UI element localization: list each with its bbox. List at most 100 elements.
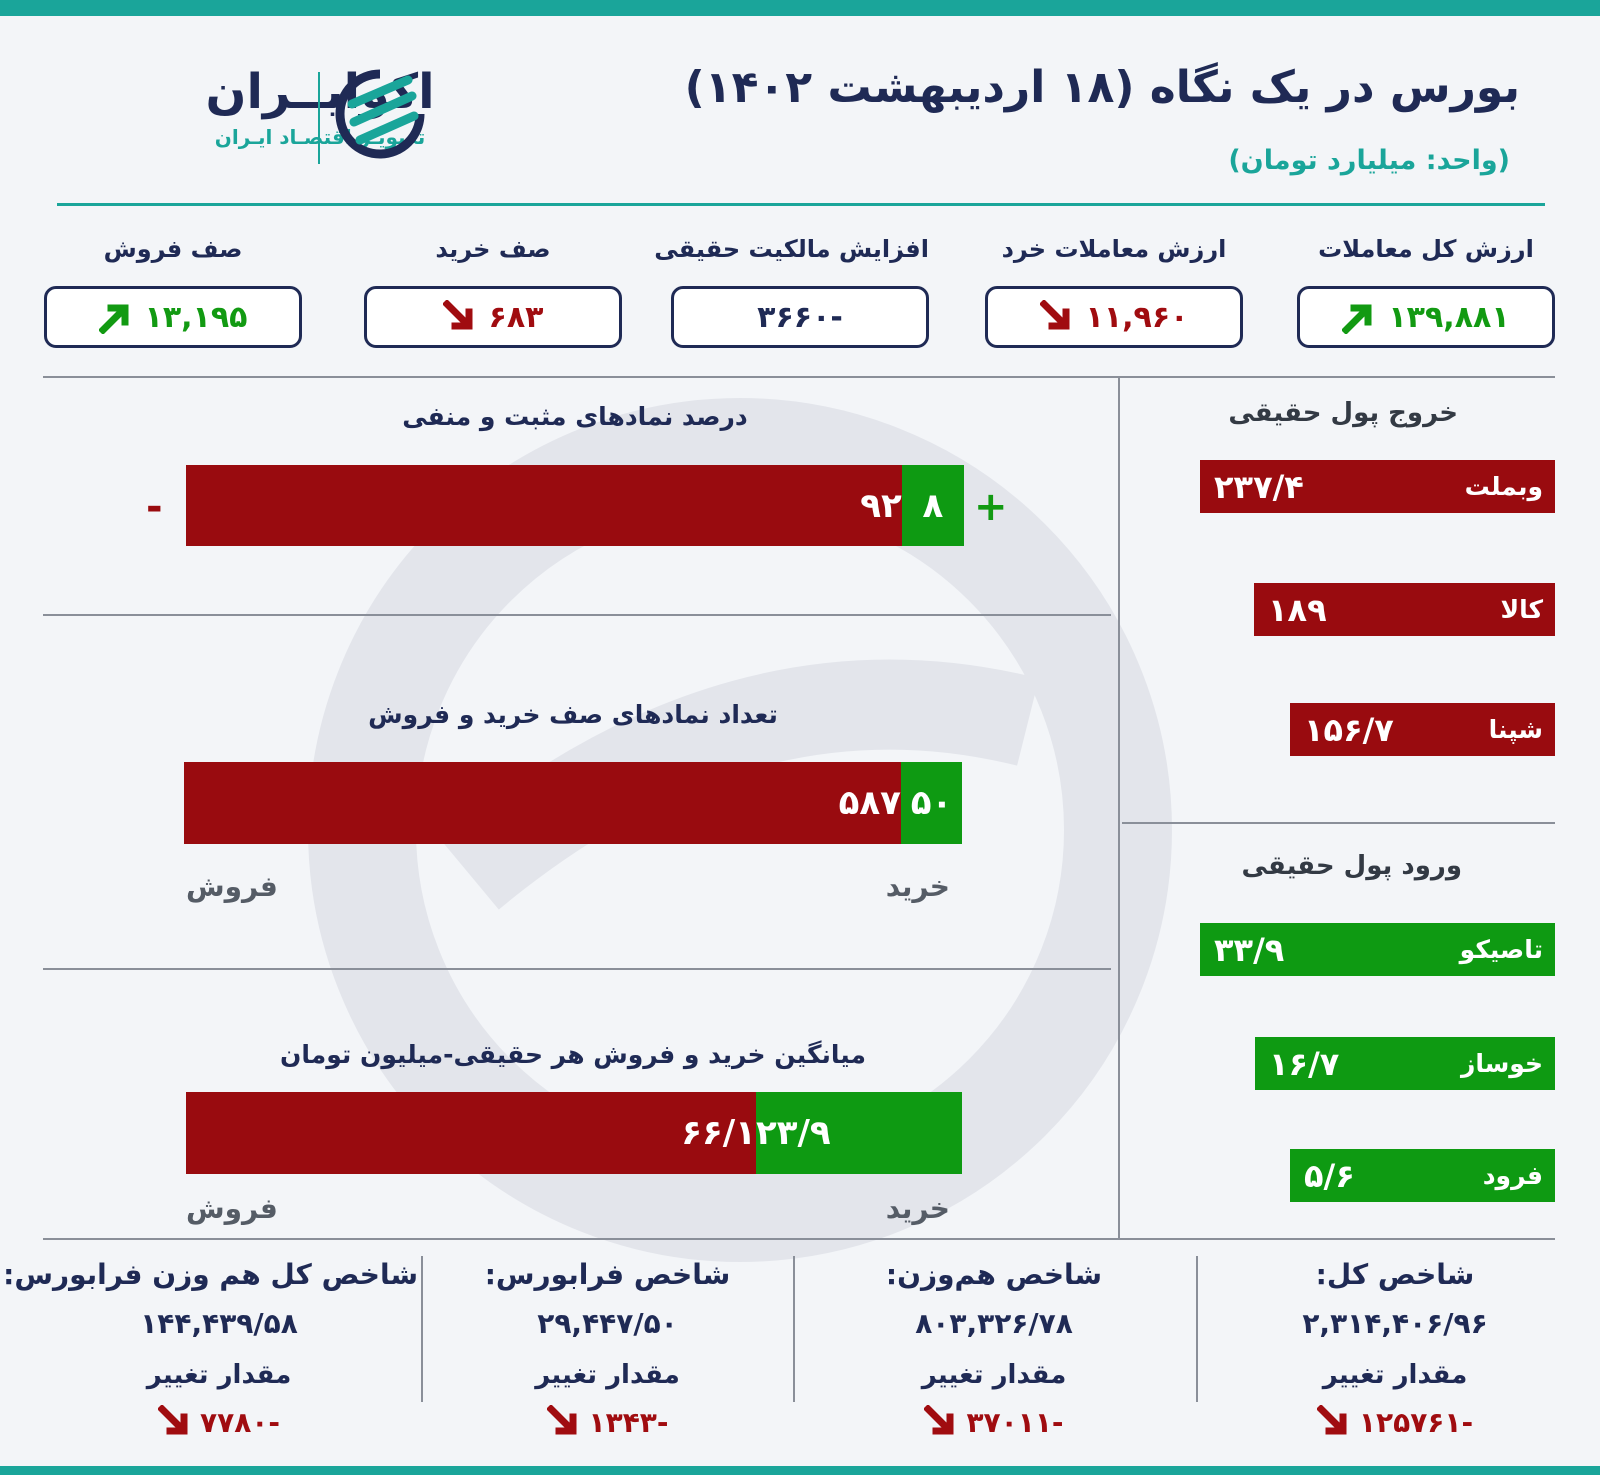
kpi-value: -۳۶۶۰: [757, 299, 843, 335]
bottom-accent-bar: [0, 1466, 1600, 1475]
inflow-title: ورود پول حقیقی: [1241, 851, 1462, 881]
index-value: ۱۴۴,۴۳۹/۵۸: [140, 1307, 298, 1340]
logo-icon: [335, 69, 425, 159]
kpi-value: ۱۳۹,۸۸۱: [1388, 299, 1510, 335]
index-farabourse-equal-weight: شاخص کل هم وزن فرابورس: ۱۴۴,۴۳۹/۵۸ مقدار…: [3, 1255, 418, 1439]
index-total: شاخص کل: ۲,۳۱۴,۴۰۶/۹۶ مقدار تغییر -۱۲۵۷۶…: [1200, 1255, 1590, 1439]
grid-line: [43, 968, 1111, 970]
index-change-value: -۷۷۸۰: [200, 1405, 280, 1439]
axis-label-sell: فروش: [186, 870, 278, 903]
grid-line: [1122, 822, 1555, 824]
index-change-label: مقدار تغییر: [1322, 1360, 1468, 1390]
chart-title: درصد نمادهای مثبت و منفی: [402, 402, 748, 431]
index-change-value: -۱۳۴۳: [588, 1405, 669, 1439]
queues-bar: ۵۰ ۵۸۷: [184, 762, 962, 844]
symbol-name: فرود: [1482, 1161, 1543, 1190]
symbol-name: وبملت: [1464, 472, 1543, 501]
bar-positive: ۸: [901, 465, 964, 546]
index-value: ۲۹,۴۴۷/۵۰: [537, 1307, 678, 1340]
inflow-bar: خوساز ۱۶/۷: [1255, 1037, 1555, 1090]
index-farabourse: شاخص فرابورس: ۲۹,۴۴۷/۵۰ مقدار تغییر -۱۳۴…: [425, 1255, 790, 1439]
flow-value: ۱۸۹: [1268, 590, 1327, 629]
arrow-down-icon: [442, 300, 473, 330]
avg-trade-bar: ۲۳/۹ ۶۶/۱: [186, 1092, 962, 1174]
axis-label-sell: فروش: [186, 1192, 278, 1225]
index-name: شاخص هم‌وزن:: [885, 1258, 1103, 1291]
kpi-label: ارزش معاملات خرد: [1001, 235, 1227, 263]
index-change-value: -۳۷۰۱۱: [966, 1405, 1064, 1439]
flow-value: ۱۶/۷: [1269, 1044, 1340, 1083]
kpi-value: ۱۱,۹۶۰: [1085, 299, 1189, 335]
kpi-value: ۱۳,۱۹۵: [144, 299, 248, 335]
index-change-label: مقدار تغییر: [921, 1360, 1067, 1390]
kpi-box: ۱۳,۱۹۵: [44, 286, 302, 348]
flow-value: ۵/۶: [1304, 1156, 1355, 1195]
symbol-name: کالا: [1500, 595, 1543, 624]
header-separator: [57, 203, 1545, 206]
chart-title: تعداد نمادهای صف خرید و فروش: [368, 700, 778, 729]
arrow-up-icon: [98, 304, 129, 334]
flow-value: ۲۳۷/۴: [1214, 467, 1304, 506]
arrow-down-icon: [546, 1405, 577, 1435]
bar-buy-queue: ۵۰: [900, 762, 962, 844]
logo-name: اکوایــران: [205, 64, 435, 120]
positive-negative-bar: ۸ ۹۲: [186, 465, 964, 546]
kpi-individual-ownership: افزایش مالکیت حقیقی -۳۶۶۰: [654, 235, 929, 348]
outflow-bar: کالا ۱۸۹: [1254, 583, 1555, 636]
index-name: شاخص کل:: [1315, 1258, 1475, 1291]
bar-avg-sell: ۶۶/۱: [186, 1092, 756, 1174]
bar-avg-buy: ۲۳/۹: [755, 1092, 962, 1174]
index-change-label: مقدار تغییر: [535, 1360, 680, 1390]
kpi-box: ۱۳۹,۸۸۱: [1297, 286, 1555, 348]
chart-title: میانگین خرید و فروش هر حقیقی-میلیون توما…: [280, 1040, 866, 1069]
index-change: -۷۷۸۰: [20, 1405, 418, 1439]
index-change-value: -۱۲۵۷۶۱: [1358, 1405, 1474, 1439]
grid-line: [43, 614, 1111, 616]
arrow-down-icon: [1039, 300, 1070, 330]
brand-logo: اکوایــران تصویـر اقتصـاد ایـران: [90, 62, 435, 172]
outflow-bar: وبملت ۲۳۷/۴: [1200, 460, 1555, 513]
arrow-up-icon: [1342, 304, 1372, 334]
kpi-value: ۶۸۳: [488, 299, 544, 335]
index-change: -۱۳۴۳: [425, 1405, 790, 1439]
grid-line: [43, 376, 1555, 378]
symbol-name: تاصیکو: [1459, 935, 1543, 964]
inflow-bar: تاصیکو ۳۳/۹: [1200, 923, 1555, 976]
flow-value: ۱۵۶/۷: [1304, 710, 1394, 749]
index-change-label: مقدار تغییر: [146, 1360, 292, 1390]
flow-value: ۳۳/۹: [1214, 930, 1285, 969]
plus-sign: +: [974, 484, 1008, 530]
index-change: -۱۲۵۷۶۱: [1200, 1405, 1590, 1439]
kpi-sell-queue: صف فروش ۱۳,۱۹۵: [44, 235, 302, 348]
arrow-down-icon: [1316, 1405, 1347, 1435]
index-equal-weight: شاخص هم‌وزن: ۸۰۳,۳۲۶/۷۸ مقدار تغییر -۳۷۰…: [798, 1255, 1190, 1439]
symbol-name: شپنا: [1488, 715, 1543, 744]
arrow-down-icon: [924, 1405, 954, 1435]
kpi-label: افزایش مالکیت حقیقی: [654, 235, 929, 263]
kpi-box: ۶۸۳: [364, 286, 622, 348]
kpi-box: ۱۱,۹۶۰: [985, 286, 1243, 348]
outflow-bar: شپنا ۱۵۶/۷: [1290, 703, 1555, 756]
bar-negative: ۹۲: [186, 465, 902, 546]
grid-divider: [1118, 376, 1120, 1240]
index-name: شاخص فرابورس:: [484, 1258, 731, 1291]
index-change: -۳۷۰۱۱: [798, 1405, 1190, 1439]
arrow-down-icon: [158, 1405, 188, 1435]
bar-sell-queue: ۵۸۷: [184, 762, 901, 844]
minus-sign: -: [146, 484, 163, 530]
kpi-label: صف فروش: [103, 235, 243, 263]
logo-divider: [318, 72, 320, 164]
kpi-total-value: ارزش کل معاملات ۱۳۹,۸۸۱: [1297, 235, 1555, 348]
logo-text: اکوایــران تصویـر اقتصـاد ایـران: [205, 62, 435, 152]
index-divider: [793, 1256, 795, 1402]
kpi-retail-value: ارزش معاملات خرد ۱۱,۹۶۰: [985, 235, 1243, 348]
index-divider: [421, 1256, 423, 1402]
page-title: بورس در یک نگاه (۱۸ اردیبهشت ۱۴۰۲): [684, 62, 1520, 113]
kpi-label: ارزش کل معاملات: [1318, 235, 1534, 263]
kpi-box: -۳۶۶۰: [671, 286, 929, 348]
outflow-title: خروج پول حقیقی: [1228, 398, 1458, 428]
index-value: ۲,۳۱۴,۴۰۶/۹۶: [1302, 1307, 1488, 1340]
kpi-label: صف خرید: [435, 235, 551, 263]
top-accent-bar: [0, 0, 1600, 16]
inflow-bar: فرود ۵/۶: [1290, 1149, 1555, 1202]
